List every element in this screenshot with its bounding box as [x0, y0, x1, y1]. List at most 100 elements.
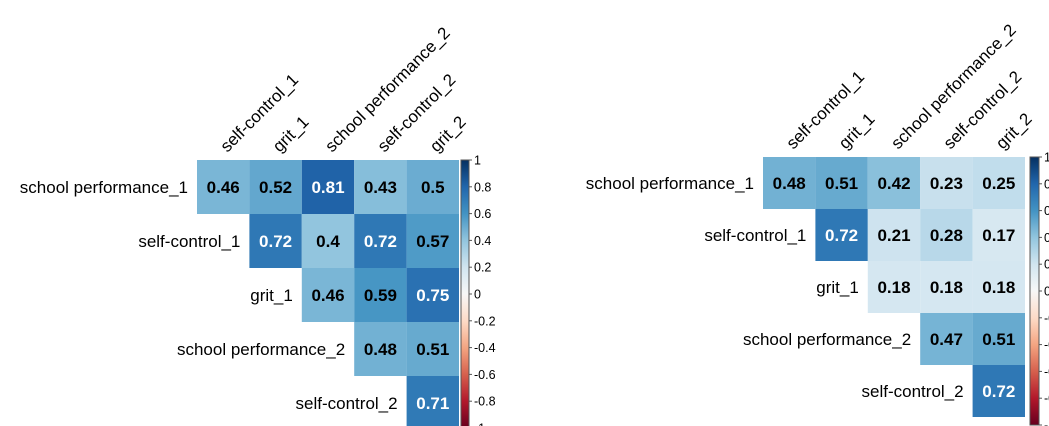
cell-value-label: 0.5 [421, 178, 445, 197]
cell-value-label: 0.47 [930, 330, 963, 349]
heatmap-cell [406, 160, 459, 214]
colorbar [1029, 156, 1040, 426]
heatmap-cell [301, 268, 355, 322]
heatmap-cell [920, 209, 973, 261]
cell-value-label: 0.75 [416, 286, 449, 305]
cell-value-label: 0.25 [982, 174, 1015, 193]
heatmap-cell [406, 376, 459, 426]
cell-value-label: 0.72 [364, 232, 397, 251]
heatmap-cell [815, 157, 868, 209]
column-label: grit_2 [992, 109, 1036, 153]
column-label: grit_1 [835, 109, 879, 153]
colorbar-tick-label: 1 [474, 154, 481, 168]
column-label: grit_2 [426, 112, 470, 156]
cell-value-label: 0.57 [416, 232, 449, 251]
cell-value-label: 0.72 [259, 232, 292, 251]
colorbar-tick-label: 0.4 [1044, 231, 1049, 245]
heatmap-cell [406, 322, 459, 376]
cell-value-label: 0.17 [982, 226, 1015, 245]
heatmap-cell [920, 261, 973, 313]
cell-value-label: 0.23 [930, 174, 963, 193]
cell-value-label: 0.72 [825, 226, 858, 245]
colorbar-tick-label: 0.4 [474, 234, 491, 248]
colorbar-tick-label: 0.8 [474, 180, 491, 194]
heatmap-cell [354, 322, 407, 376]
heatmap-cell [301, 160, 355, 214]
cell-value-label: 0.28 [930, 226, 963, 245]
heatmap-cell [763, 157, 816, 209]
colorbar-tick-label: -0.6 [474, 368, 496, 382]
row-label: school performance_1 [20, 178, 188, 197]
cell-value-label: 0.18 [982, 278, 1015, 297]
colorbar-tick-label: 0.6 [474, 207, 491, 221]
heatmap-cell [920, 313, 973, 365]
colorbar-tick-label: 0.2 [1044, 258, 1049, 272]
colorbar-tick-label: 0.6 [1044, 204, 1049, 218]
colorbar-tick-label: -1 [1044, 419, 1049, 426]
row-label: self-control_2 [296, 394, 398, 413]
heatmap-cell [301, 214, 355, 268]
row-label: grit_1 [250, 286, 293, 305]
row-label: grit_1 [816, 278, 859, 297]
cell-value-label: 0.71 [416, 394, 449, 413]
cell-value-label: 0.18 [877, 278, 910, 297]
cell-value-label: 0.42 [877, 174, 910, 193]
cell-value-label: 0.46 [207, 178, 240, 197]
colorbar-tick-label: -0.8 [474, 395, 496, 409]
row-label: self-control_1 [704, 226, 806, 245]
heatmap-cell [406, 214, 459, 268]
cell-value-label: 0.46 [311, 286, 344, 305]
colorbar-tick-label: -0.2 [1044, 311, 1049, 325]
heatmap-cell [920, 157, 973, 209]
colorbar-tick-label: -1 [474, 422, 485, 426]
heatmap-cell [867, 261, 921, 313]
heatmap-cell [972, 209, 1025, 261]
cell-value-label: 0.43 [364, 178, 397, 197]
colorbar-tick-label: -0.2 [474, 314, 496, 328]
cell-value-label: 0.4 [316, 232, 340, 251]
heatmap-cell [972, 313, 1025, 365]
colorbar-tick-label: 0 [1044, 285, 1049, 299]
heatmap-cell [354, 160, 407, 214]
heatmap-cell [249, 214, 302, 268]
heatmap-cell [972, 261, 1025, 313]
colorbar [460, 159, 470, 426]
colorbar-tick-label: 1 [1044, 151, 1049, 165]
row-label: school performance_2 [177, 340, 345, 359]
row-label: self-control_2 [862, 382, 964, 401]
cell-value-label: 0.51 [416, 340, 449, 359]
cell-value-label: 0.51 [825, 174, 858, 193]
correlation-panel-left: 0.46 0.52 0.81 0.43 0.50.72 0.4 0.72 0.570.46 0.… [20, 23, 496, 426]
heatmap-cell [867, 157, 921, 209]
cell-value-label: 0.72 [982, 382, 1015, 401]
cell-value-label: 0.48 [364, 340, 397, 359]
cell-value-label: 0.52 [259, 178, 292, 197]
colorbar-tick-label: 0.8 [1044, 177, 1049, 191]
cell-value-label: 0.21 [877, 226, 910, 245]
row-label: self-control_1 [138, 232, 240, 251]
correlation-panel-right: 0.48 0.51 0.42 0.23 0.250.72 0.21 0.28 0.170.18… [586, 20, 1049, 426]
colorbar-tick-label: -0.4 [474, 341, 496, 355]
heatmap-cell [249, 160, 302, 214]
heatmap-cell [354, 268, 407, 322]
cell-value-label: 0.48 [773, 174, 806, 193]
colorbar-tick-label: -0.4 [1044, 338, 1049, 352]
heatmap-cell [867, 209, 921, 261]
colorbar-tick-label: -0.6 [1044, 365, 1049, 379]
colorbar-tick-label: -0.8 [1044, 392, 1049, 406]
cell-value-label: 0.81 [311, 178, 344, 197]
row-label: school performance_1 [586, 174, 754, 193]
heatmap-cell [406, 268, 459, 322]
cell-value-label: 0.18 [930, 278, 963, 297]
colorbar-tick-label: 0.2 [474, 261, 491, 275]
column-label: grit_1 [269, 112, 313, 156]
heatmap-cell [197, 160, 250, 214]
colorbar-tick-label: 0 [474, 288, 481, 302]
heatmap-cell [354, 214, 407, 268]
row-label: school performance_2 [743, 330, 911, 349]
heatmap-cell [972, 157, 1025, 209]
heatmap-cell [972, 365, 1025, 417]
cell-value-label: 0.51 [982, 330, 1015, 349]
